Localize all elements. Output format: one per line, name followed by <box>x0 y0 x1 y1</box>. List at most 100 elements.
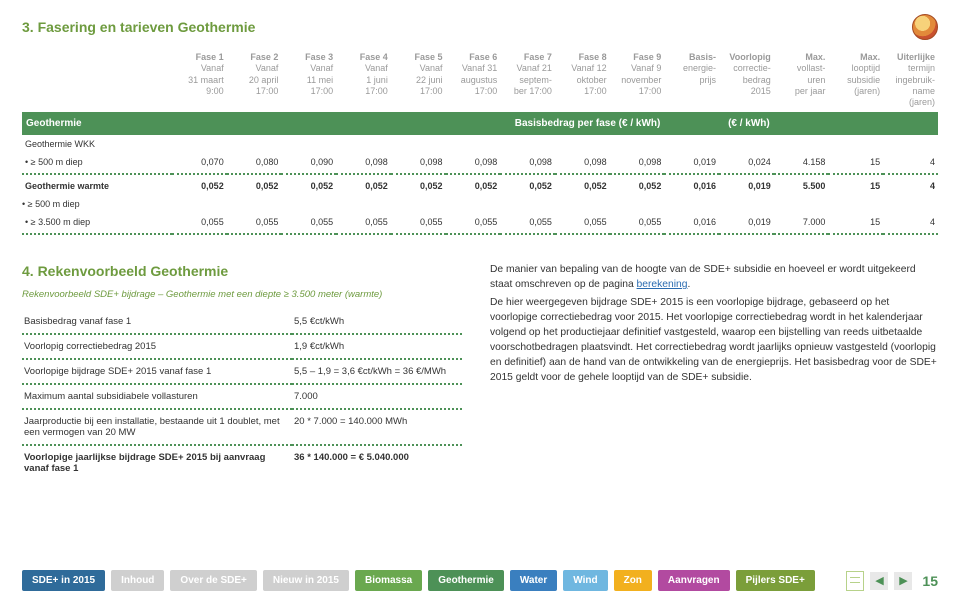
calc-value: 1,9 €ct/kWh <box>292 334 462 359</box>
tariff-cell <box>500 195 555 213</box>
calc-label: Voorlopig correctiebedrag 2015 <box>22 334 292 359</box>
nav-aanvragen[interactable]: Aanvragen <box>658 570 730 591</box>
tariff-cell: 15 <box>828 174 883 195</box>
tariff-cell: 0,052 <box>227 174 282 195</box>
tariff-cell: 0,098 <box>391 153 446 174</box>
calc-value: 5,5 – 1,9 = 3,6 €ct/kWh = 36 €/MWh <box>292 359 462 384</box>
tariff-cell: • ≥ 3.500 m diep <box>22 213 172 234</box>
tariff-cell: 0,098 <box>610 153 665 174</box>
tariff-table: Fase 1Vanaf31 maart9:00Fase 2Vanaf20 apr… <box>22 48 938 235</box>
nav-geothermie[interactable]: Geothermie <box>428 570 504 591</box>
tariff-col-head: Fase 6Vanaf 31augustus17:00 <box>446 48 501 112</box>
tariff-cell: 4 <box>883 174 938 195</box>
bottom-nav: SDE+ in 2015 Inhoud Over de SDE+ Nieuw i… <box>0 570 960 601</box>
section4-title: 4. Rekenvoorbeeld Geothermie <box>22 263 462 279</box>
tariff-cell: 0,055 <box>500 213 555 234</box>
calc-table: Basisbedrag vanaf fase 15,5 €ct/kWhVoorl… <box>22 310 462 480</box>
calc-label: Maximum aantal subsidiabele vollasturen <box>22 384 292 409</box>
tariff-col-head: Voorlopigcorrectie-bedrag2015 <box>719 48 774 112</box>
nav-wind[interactable]: Wind <box>563 570 607 591</box>
tariff-cell: 4.158 <box>774 153 829 174</box>
tariff-cell: 15 <box>828 153 883 174</box>
nav-nieuw[interactable]: Nieuw in 2015 <box>263 570 349 591</box>
tariff-cell: Geothermie <box>22 112 172 135</box>
prev-page[interactable]: ◀ <box>870 572 888 590</box>
tariff-cell: 4 <box>883 153 938 174</box>
tariff-cell: 0,070 <box>172 153 227 174</box>
calc-value: 20 * 7.000 = 140.000 MWh <box>292 409 462 445</box>
tariff-cell: 0,090 <box>281 153 336 174</box>
tariff-cell <box>555 195 610 213</box>
tariff-cell <box>774 195 829 213</box>
calc-value: 36 * 140.000 = € 5.040.000 <box>292 445 462 480</box>
tariff-cell <box>281 195 336 213</box>
tariff-col-head: Basis-energie-prijs <box>664 48 719 112</box>
tariff-col-head: Fase 1Vanaf31 maart9:00 <box>172 48 227 112</box>
tariff-cell: 0,098 <box>555 153 610 174</box>
nav-over[interactable]: Over de SDE+ <box>170 570 256 591</box>
tariff-col-head: Fase 8Vanaf 12oktober17:00 <box>555 48 610 112</box>
tariff-cell <box>610 195 665 213</box>
tariff-cell <box>664 195 719 213</box>
calc-label: Voorlopige jaarlijkse bijdrage SDE+ 2015… <box>22 445 292 480</box>
tariff-cell: 0,055 <box>172 213 227 234</box>
tariff-cell: (€ / kWh) <box>664 112 773 135</box>
nav-sde[interactable]: SDE+ in 2015 <box>22 570 105 591</box>
tariff-cell: 4 <box>883 213 938 234</box>
nav-water[interactable]: Water <box>510 570 557 591</box>
tariff-cell: 0,019 <box>719 213 774 234</box>
tariff-col-head: Fase 2Vanaf20 april17:00 <box>227 48 282 112</box>
tariff-cell: 0,055 <box>391 213 446 234</box>
tariff-cell <box>172 195 227 213</box>
tariff-cell: • ≥ 500 m diep <box>22 153 172 174</box>
nav-pijlers[interactable]: Pijlers SDE+ <box>736 570 815 591</box>
calc-value: 5,5 €ct/kWh <box>292 310 462 334</box>
calc-label: Voorlopige bijdrage SDE+ 2015 vanaf fase… <box>22 359 292 384</box>
globe-icon <box>912 14 938 40</box>
tariff-cell: 0,052 <box>172 174 227 195</box>
tariff-cell: 0,052 <box>281 174 336 195</box>
nav-biomassa[interactable]: Biomassa <box>355 570 422 591</box>
tariff-cell <box>446 195 501 213</box>
nav-zon[interactable]: Zon <box>614 570 652 591</box>
berekening-link[interactable]: berekening <box>637 279 688 290</box>
tariff-cell: 0,052 <box>391 174 446 195</box>
tariff-cell: 0,019 <box>664 153 719 174</box>
chevron-left-icon: ◀ <box>875 574 883 587</box>
tariff-cell: 0,055 <box>227 213 282 234</box>
section4-subtitle: Rekenvoorbeeld SDE+ bijdrage – Geothermi… <box>22 289 462 300</box>
tariff-cell: 0,055 <box>336 213 391 234</box>
page-number: 15 <box>922 573 938 589</box>
tariff-cell: • ≥ 500 m diep <box>22 195 172 213</box>
tariff-cell <box>719 195 774 213</box>
calc-label: Jaarproductie bij een installatie, besta… <box>22 409 292 445</box>
tariff-cell: 0,055 <box>555 213 610 234</box>
chevron-right-icon: ▶ <box>899 574 907 587</box>
tariff-cell: 5.500 <box>774 174 829 195</box>
tariff-cell: 15 <box>828 213 883 234</box>
tariff-cell: 0,024 <box>719 153 774 174</box>
calc-label: Basisbedrag vanaf fase 1 <box>22 310 292 334</box>
tariff-cell: 0,052 <box>336 174 391 195</box>
tariff-col-head: Fase 4Vanaf1 juni17:00 <box>336 48 391 112</box>
tariff-col-head: Fase 5Vanaf22 juni17:00 <box>391 48 446 112</box>
tariff-col-head: Max.vollast-urenper jaar <box>774 48 829 112</box>
nav-inhoud[interactable]: Inhoud <box>111 570 164 591</box>
section4-para2: De hier weergegeven bijdrage SDE+ 2015 i… <box>490 296 938 386</box>
tariff-cell: 0,016 <box>664 174 719 195</box>
tariff-cell: 0,052 <box>610 174 665 195</box>
next-page[interactable]: ▶ <box>894 572 912 590</box>
section3-title: 3. Fasering en tarieven Geothermie <box>22 19 255 35</box>
tariff-cell: 7.000 <box>774 213 829 234</box>
tariff-cell: 0,055 <box>281 213 336 234</box>
print-icon[interactable] <box>846 571 864 591</box>
tariff-col-head: Max.looptijdsubsidie(jaren) <box>828 48 883 112</box>
tariff-cell <box>883 195 938 213</box>
tariff-cell: 0,052 <box>500 174 555 195</box>
tariff-cell <box>227 195 282 213</box>
tariff-cell: Basisbedrag per fase (€ / kWh) <box>172 112 664 135</box>
tariff-cell: 0,052 <box>446 174 501 195</box>
tariff-cell <box>391 195 446 213</box>
tariff-col-head: Fase 9Vanaf 9november17:00 <box>610 48 665 112</box>
tariff-cell: 0,055 <box>610 213 665 234</box>
